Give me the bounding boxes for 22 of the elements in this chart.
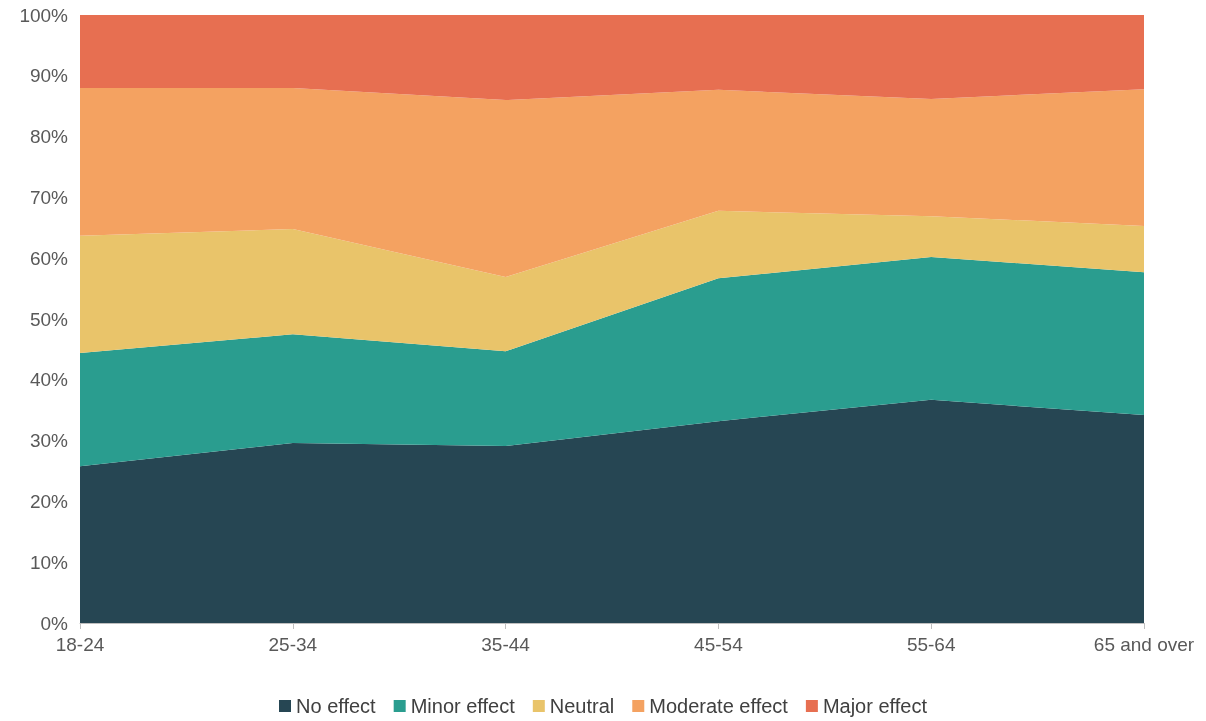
x-tick-label: 65 and over: [1093, 634, 1195, 655]
y-tick-label: 10%: [29, 551, 69, 573]
y-tick-label: 30%: [29, 430, 69, 452]
x-tick-label: 25-34: [268, 634, 318, 655]
y-tick-label: 0%: [40, 612, 69, 634]
legend-label: Minor effect: [410, 695, 516, 717]
y-tick-label: 40%: [29, 369, 69, 391]
y-tick-label: 20%: [29, 490, 69, 512]
legend-label: Neutral: [549, 695, 615, 717]
x-tick-label: 45-54: [694, 634, 744, 655]
x-tick-label: 18-24: [55, 634, 105, 655]
y-tick-label: 90%: [29, 65, 69, 87]
x-tick-label: 35-44: [481, 634, 531, 655]
legend-label: Major effect: [822, 695, 928, 717]
y-tick-label: 60%: [29, 247, 69, 269]
y-tick-label: 80%: [29, 126, 69, 148]
x-tick-label: 55-64: [906, 634, 956, 655]
y-tick-label: 50%: [29, 308, 69, 330]
y-tick-label: 100%: [19, 4, 69, 26]
y-tick-label: 70%: [29, 186, 69, 208]
legend-label: Moderate effect: [649, 695, 789, 717]
legend-label: No effect: [296, 695, 377, 717]
